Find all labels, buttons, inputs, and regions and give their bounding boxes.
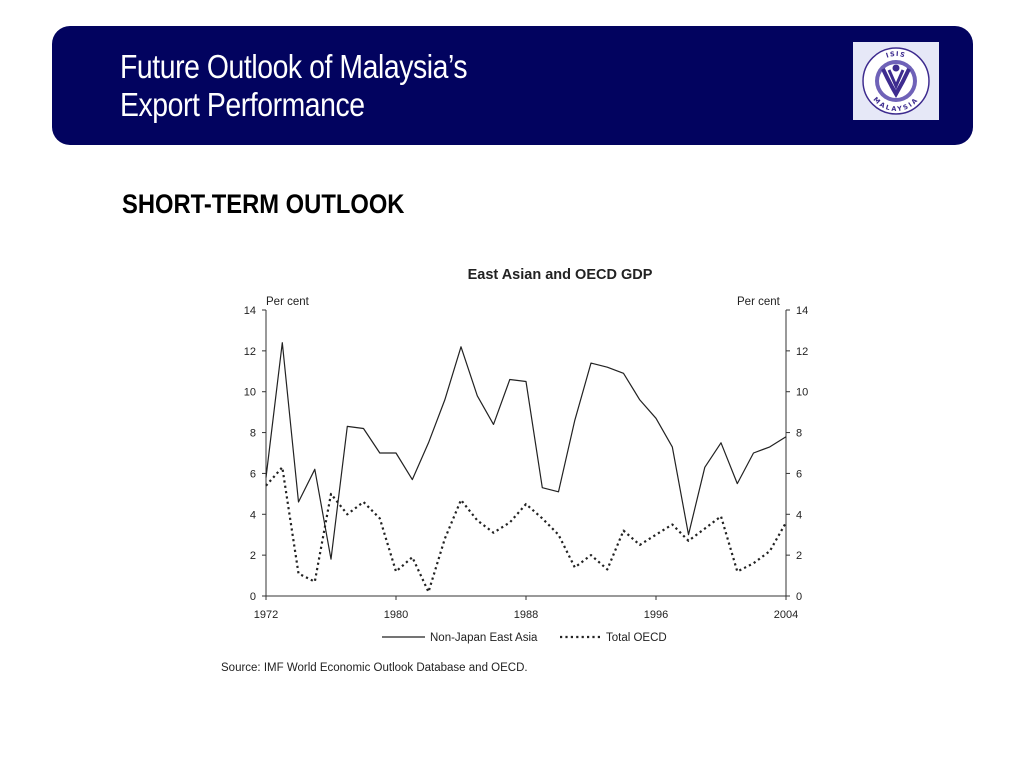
y-tick-label-left: 4: [250, 509, 256, 521]
y-tick-label-left: 12: [244, 346, 256, 358]
x-tick-label: 1996: [644, 609, 668, 621]
header-banner: Future Outlook of Malaysia’s Export Perf…: [52, 26, 973, 145]
slide-title-line-1: Future Outlook of Malaysia’s: [120, 48, 468, 85]
legend-label-total-oecd: Total OECD: [606, 632, 667, 644]
svg-text:ISIS: ISIS: [885, 50, 907, 60]
y-tick-label-right: 10: [796, 387, 808, 399]
chart-title: East Asian and OECD GDP: [468, 267, 653, 283]
section-subtitle: SHORT-TERM OUTLOOK: [122, 189, 405, 219]
y-tick-label-left: 2: [250, 550, 256, 562]
y-tick-label-right: 2: [796, 550, 802, 562]
gdp-line-chart: East Asian and OECD GDP Per cent Per cen…: [244, 267, 809, 644]
y-tick-label-right: 6: [796, 468, 802, 480]
logo-top-text: ISIS: [885, 50, 906, 60]
logo-emblem-icon: ISIS MALAYSIA: [862, 47, 930, 115]
source-note: Source: IMF World Economic Outlook Datab…: [221, 662, 528, 674]
y-tick-label-right: 4: [796, 509, 802, 521]
series-line-total-oecd: [265, 466, 787, 593]
legend-label-non-japan-east-asia: Non-Japan East Asia: [430, 632, 538, 644]
y-tick-label-right: 0: [796, 591, 802, 603]
y-tick-label-left: 8: [250, 428, 256, 440]
y-axis-label-left: Per cent: [266, 296, 310, 308]
y-tick-label-left: 14: [244, 305, 256, 317]
x-tick-label: 1980: [384, 609, 408, 621]
y-tick-label-left: 0: [250, 591, 256, 603]
y-tick-label-left: 10: [244, 387, 256, 399]
y-tick-label-right: 12: [796, 346, 808, 358]
x-tick-label: 2004: [774, 609, 798, 621]
x-tick-label: 1988: [514, 609, 538, 621]
y-axis-label-right: Per cent: [737, 296, 781, 308]
y-tick-label-left: 6: [250, 468, 256, 480]
y-tick-label-right: 14: [796, 305, 808, 317]
slide-title-line-2: Export Performance: [120, 86, 365, 123]
y-tick-label-right: 8: [796, 428, 802, 440]
x-tick-label: 1972: [254, 609, 278, 621]
slide-title: Future Outlook of Malaysia’s Export Perf…: [120, 48, 468, 124]
isis-malaysia-logo: ISIS MALAYSIA: [853, 42, 939, 120]
series-line-non-japan-east-asia: [265, 342, 787, 560]
